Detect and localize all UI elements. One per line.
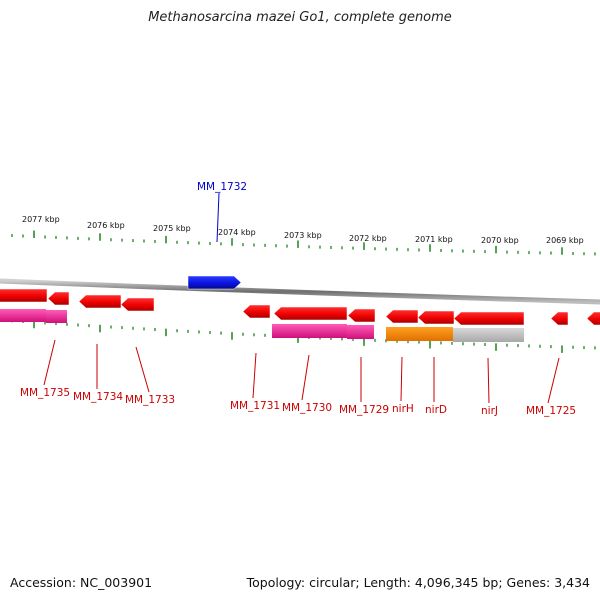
gene-leader-line [252,352,257,399]
scale-labels: 2077 kbp 2076 kbp 2075 kbp 2074 kbp 2073 kbp… [22,215,584,245]
reverse-gene-arrow [586,311,600,326]
forward-gene-arrow [187,275,242,290]
gene-label: MM_1731 [230,400,280,412]
magenta-feature [347,325,374,339]
gene-leader-line [400,356,403,402]
gene-label: nirH [392,403,414,415]
reverse-gene-arrow [417,310,455,325]
scale-label: 2069 kbp [546,236,584,245]
reverse-gene-arrow [273,306,348,321]
outer-tick-track [11,230,596,256]
gene-leader-line [216,192,220,243]
gene-label: MM_1732 [197,181,247,193]
scale-label: 2072 kbp [349,234,387,243]
scale-label: 2074 kbp [218,228,256,237]
gene-label: MM_1729 [339,404,389,416]
reverse-gene-arrow [120,297,155,312]
gene-label: MM_1735 [20,387,70,399]
scale-label: 2077 kbp [22,215,60,224]
gene-leader-line [301,354,310,401]
gene-label: nirD [425,404,447,416]
magenta-feature [46,310,67,323]
reverse-gene-arrow [47,291,70,306]
gene-label: MM_1730 [282,402,332,414]
gene-leader-line [43,339,56,386]
scale-label: 2075 kbp [153,224,191,233]
scale-label: 2070 kbp [481,236,519,245]
accession-text: Accession: NC_003901 [10,575,153,590]
reverse-gene-arrow [242,304,271,319]
gene-label: MM_1725 [526,405,576,417]
gray-feature [453,328,524,342]
magenta-feature [0,309,46,322]
scale-label: 2073 kbp [284,231,322,240]
gene-label: nirJ [481,405,498,417]
map-title: Methanosarcina mazei Go1, complete genom… [148,10,452,25]
reverse-gene-arrow [550,311,569,326]
reverse-gene-arrow [78,294,122,309]
gene-leader-line [135,346,150,393]
reverse-gene-arrow [0,288,48,303]
topology-text: Topology: circular; Length: 4,096,345 bp… [246,575,590,590]
feature-track [0,309,524,342]
gene-label: MM_1734 [73,391,123,403]
gene-track [0,275,600,326]
magenta-feature [272,324,347,338]
gene-label: MM_1733 [125,394,175,406]
gene-leader-line [487,357,490,404]
reverse-gene-arrow [385,309,419,324]
orange-feature [386,327,453,341]
scale-label: 2076 kbp [87,221,125,230]
reverse-gene-arrow [347,308,376,323]
reverse-gene-arrow [453,311,525,326]
gene-leader-line [547,357,560,404]
genome-backbone [0,278,600,305]
scale-label: 2071 kbp [415,235,453,244]
